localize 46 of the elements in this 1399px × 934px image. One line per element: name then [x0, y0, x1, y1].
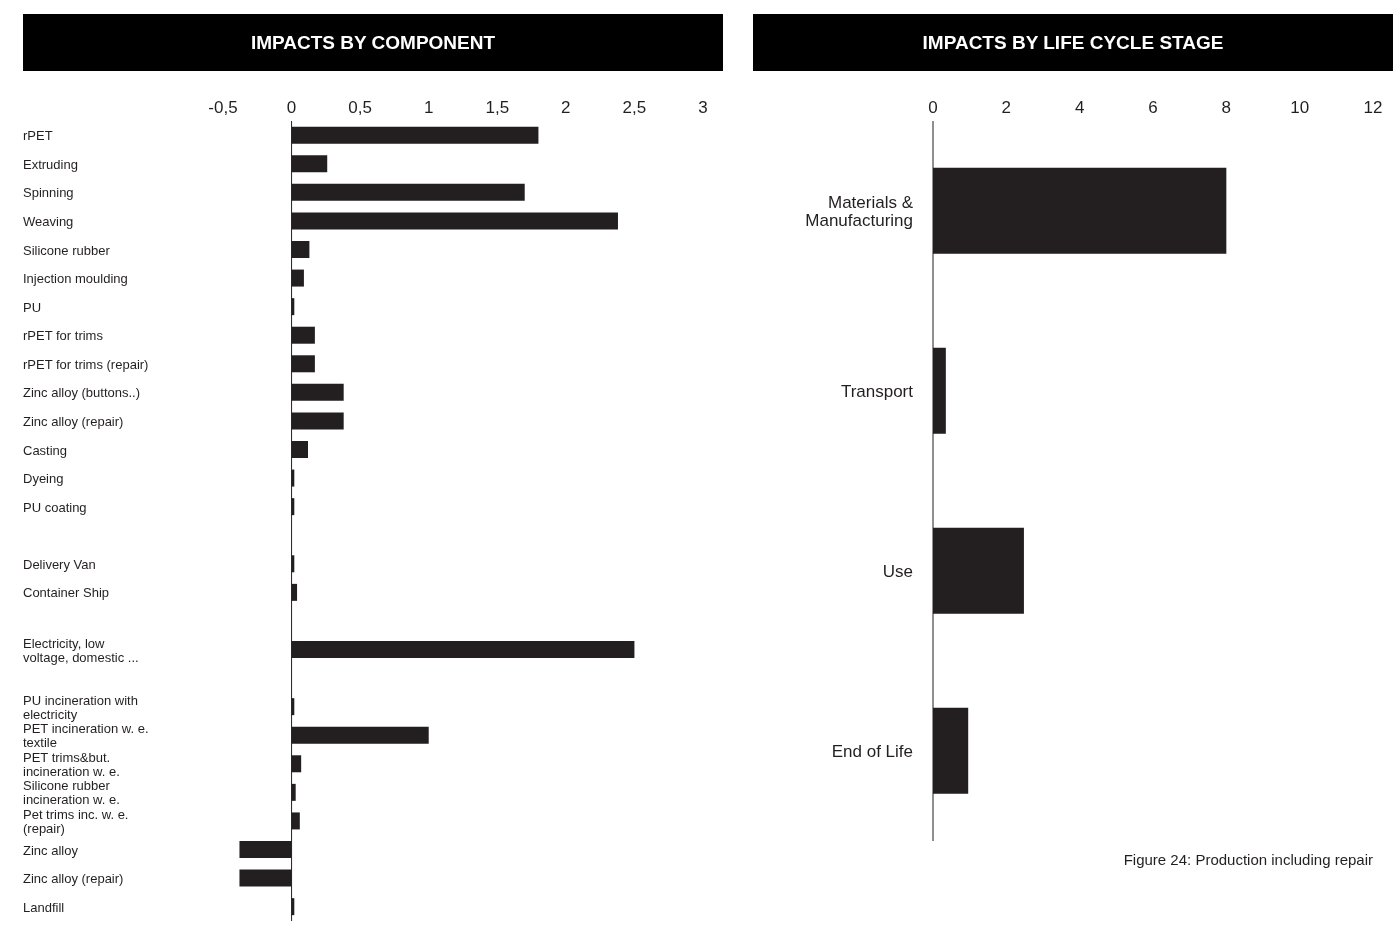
y-tick-label: Materials & Manufacturing: [805, 192, 914, 230]
y-tick-label: PU: [23, 299, 42, 315]
x-tick-label: 10: [1290, 98, 1310, 117]
y-tick-label: Transport: [840, 381, 914, 401]
y-tick-label: End of Life: [831, 741, 913, 761]
y-tick-label: Container Ship: [23, 584, 109, 600]
x-tick-label: 0: [286, 98, 297, 117]
y-tick-label: Spinning: [23, 184, 74, 200]
y-tick-label: Injection moulding: [23, 270, 128, 286]
x-tick-label: 4: [1074, 98, 1085, 117]
y-tick-label: Electricity, low voltage, domestic ...: [23, 635, 139, 665]
y-tick-label: Weaving: [23, 213, 74, 229]
x-tick-label: 0,5: [348, 98, 372, 117]
x-tick-label: 1: [423, 98, 434, 117]
y-tick-label: Delivery Van: [23, 556, 96, 572]
y-tick-label: Silicone rubber: [23, 242, 111, 258]
chart-title: IMPACTS BY LIFE CYCLE STAGE: [753, 14, 1393, 71]
y-tick-label: Zinc alloy: [23, 842, 79, 858]
y-tick-label: Pet trims inc. w. e. (repair): [23, 806, 129, 836]
y-tick-label: PET trims&but. incineration w. e.: [23, 749, 120, 779]
caption: Figure 24: Production including repair: [1122, 851, 1374, 868]
y-tick-label: Zinc alloy (repair): [23, 413, 124, 429]
chart-title: IMPACTS BY COMPONENT: [23, 14, 723, 71]
x-tick-label: 2: [1001, 98, 1012, 117]
y-tick-label: PU incineration with electricity: [23, 692, 138, 722]
y-tick-label: rPET: [23, 127, 53, 143]
y-tick-label: Dyeing: [23, 470, 64, 486]
y-tick-label: Extruding: [23, 156, 78, 172]
y-tick-label: Casting: [23, 442, 68, 458]
y-tick-label: Use: [882, 561, 913, 581]
y-tick-label: Landfill: [23, 899, 65, 915]
x-tick-label: 8: [1221, 98, 1232, 117]
x-tick-label: 2: [561, 98, 571, 117]
x-tick-label: 1,5: [485, 98, 510, 117]
y-tick-label: rPET for trims: [23, 327, 104, 343]
x-tick-label: 2,5: [622, 98, 647, 117]
y-tick-label: Zinc alloy (repair): [23, 870, 124, 886]
x-tick-label: 0: [928, 98, 938, 117]
y-tick-label: rPET for trims (repair): [23, 356, 149, 372]
x-tick-label: 12: [1363, 98, 1383, 117]
x-tick-label: 6: [1148, 98, 1158, 117]
x-tick-label: 3: [698, 98, 708, 117]
y-tick-label: Silicone rubber incineration w. e.: [23, 777, 120, 807]
y-tick-label: PU coating: [23, 499, 87, 515]
x-tick-label: -0,5: [208, 98, 238, 117]
y-tick-label: Zinc alloy (buttons..): [23, 384, 141, 400]
